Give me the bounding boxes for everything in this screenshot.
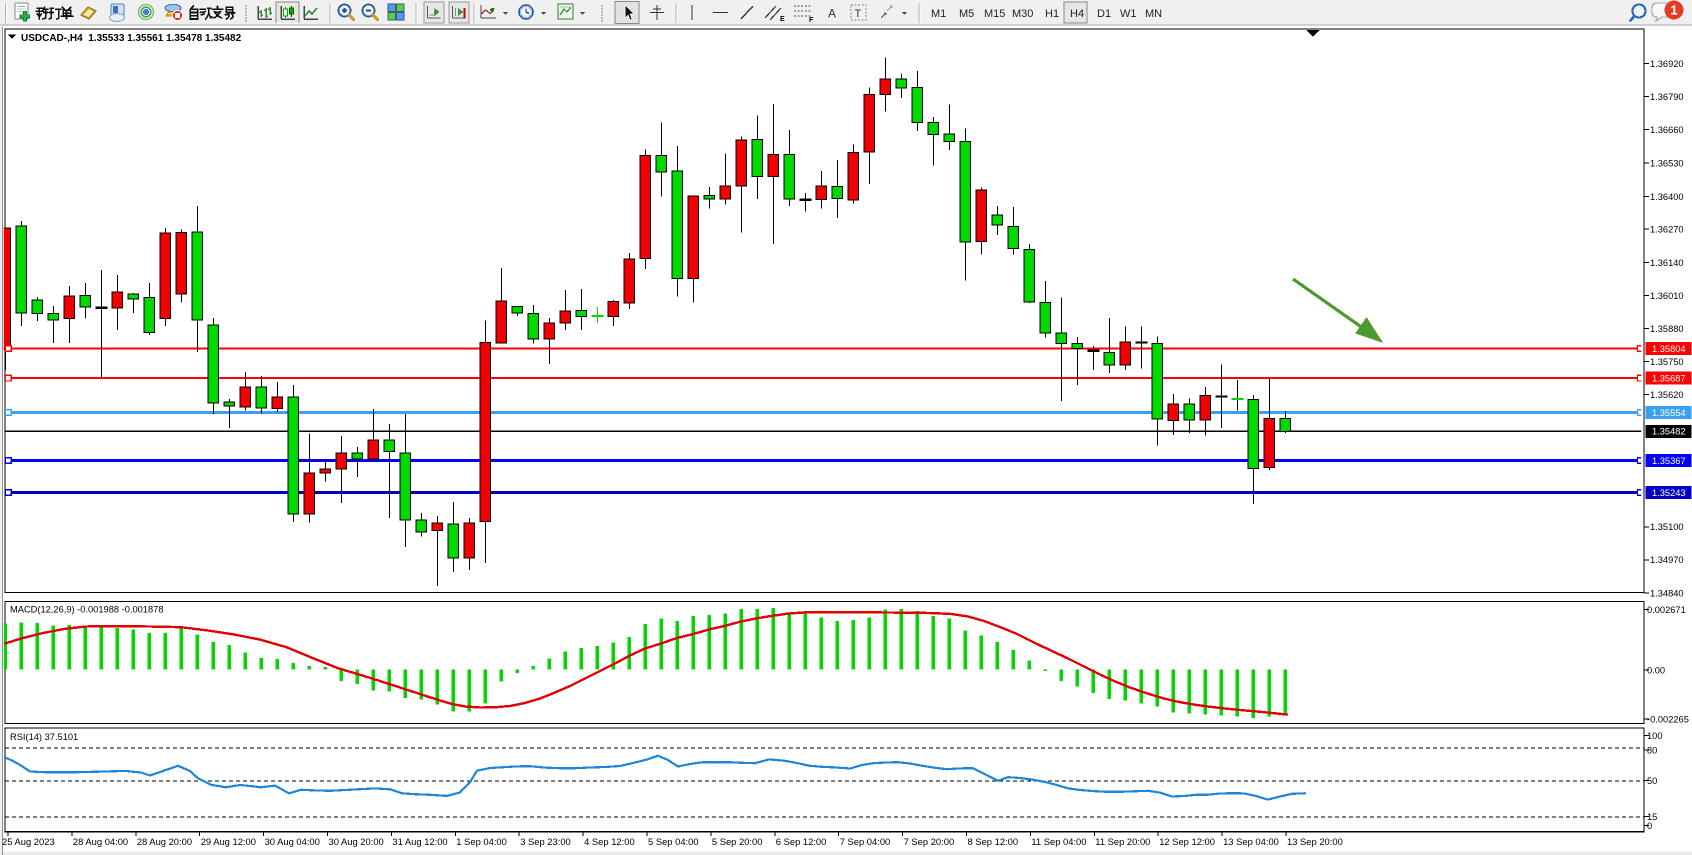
svg-text:M5: M5 (959, 8, 974, 20)
svg-text:1.35804: 1.35804 (1652, 344, 1686, 354)
svg-text:1.36530: 1.36530 (1650, 158, 1684, 168)
svg-text:1.35554: 1.35554 (1652, 408, 1686, 418)
svg-text:1.36660: 1.36660 (1650, 125, 1684, 135)
svg-text:50: 50 (1647, 776, 1657, 786)
svg-text:1.36140: 1.36140 (1650, 258, 1684, 268)
svg-text:1.36920: 1.36920 (1650, 59, 1684, 69)
svg-text:28 Aug 20:00: 28 Aug 20:00 (137, 836, 192, 847)
svg-text:8 Sep 12:00: 8 Sep 12:00 (968, 836, 1019, 847)
svg-text:1.35750: 1.35750 (1650, 357, 1684, 367)
svg-text:13 Sep 20:00: 13 Sep 20:00 (1287, 836, 1343, 847)
svg-text:1.35687: 1.35687 (1652, 374, 1686, 384)
svg-text:E: E (780, 16, 785, 23)
svg-text:30 Aug 04:00: 30 Aug 04:00 (265, 836, 320, 847)
svg-text:25 Aug 2023: 25 Aug 2023 (2, 836, 55, 847)
svg-text:6 Sep 12:00: 6 Sep 12:00 (776, 836, 827, 847)
svg-text:M15: M15 (984, 8, 1005, 20)
svg-text:3 Sep 23:00: 3 Sep 23:00 (520, 836, 571, 847)
svg-text:1.35880: 1.35880 (1650, 324, 1684, 334)
svg-text:T: T (855, 8, 862, 20)
svg-text:100: 100 (1647, 731, 1663, 741)
svg-text:W1: W1 (1120, 8, 1137, 20)
svg-text:MN: MN (1145, 8, 1162, 20)
svg-text:0: 0 (1647, 821, 1652, 831)
svg-text:1.36400: 1.36400 (1650, 192, 1684, 202)
svg-text:H1: H1 (1045, 8, 1059, 20)
svg-text:12 Sep 12:00: 12 Sep 12:00 (1159, 836, 1215, 847)
svg-text:0.00: 0.00 (1647, 665, 1665, 675)
svg-text:13 Sep 04:00: 13 Sep 04:00 (1223, 836, 1279, 847)
svg-text:4 Sep 12:00: 4 Sep 12:00 (584, 836, 635, 847)
svg-text:A: A (828, 7, 836, 21)
svg-text:MACD(12,26,9) -0.001988 -0.001: MACD(12,26,9) -0.001988 -0.001878 (10, 605, 164, 615)
svg-text:30 Aug 20:00: 30 Aug 20:00 (329, 836, 384, 847)
svg-text:1.35482: 1.35482 (1652, 427, 1686, 437)
svg-text:29 Aug 12:00: 29 Aug 12:00 (201, 836, 256, 847)
svg-text:80: 80 (1647, 745, 1657, 755)
svg-text:1.34970: 1.34970 (1650, 555, 1684, 565)
svg-text:5 Sep 04:00: 5 Sep 04:00 (648, 836, 699, 847)
svg-text:1.35620: 1.35620 (1650, 390, 1684, 400)
svg-text:1: 1 (1670, 3, 1677, 18)
svg-text:0.002671: 0.002671 (1647, 605, 1686, 615)
svg-text:H4: H4 (1070, 8, 1084, 20)
svg-text:1.35243: 1.35243 (1652, 488, 1686, 498)
svg-text:M30: M30 (1012, 8, 1033, 20)
svg-text:-0.002265: -0.002265 (1647, 714, 1689, 724)
svg-text:15: 15 (1647, 812, 1657, 822)
svg-text:F: F (809, 17, 814, 24)
svg-text:D1: D1 (1097, 8, 1111, 20)
svg-text:31 Aug 12:00: 31 Aug 12:00 (392, 836, 447, 847)
svg-text:1 Sep 04:00: 1 Sep 04:00 (456, 836, 507, 847)
svg-text:1.34840: 1.34840 (1650, 588, 1684, 598)
svg-text:28 Aug 04:00: 28 Aug 04:00 (73, 836, 128, 847)
svg-text:11 Sep 04:00: 11 Sep 04:00 (1031, 836, 1086, 847)
svg-text:1.35100: 1.35100 (1650, 522, 1684, 532)
svg-text:1.36790: 1.36790 (1650, 92, 1684, 102)
svg-text:USDCAD-,H4 1.35533 1.35561 1.: USDCAD-,H4 1.35533 1.35561 1.35478 1.354… (21, 33, 242, 44)
svg-text:11 Sep 20:00: 11 Sep 20:00 (1095, 836, 1150, 847)
svg-text:7 Sep 20:00: 7 Sep 20:00 (904, 836, 955, 847)
svg-text:7 Sep 04:00: 7 Sep 04:00 (840, 836, 891, 847)
svg-text:1.36270: 1.36270 (1650, 224, 1684, 234)
svg-text:5 Sep 20:00: 5 Sep 20:00 (712, 836, 763, 847)
svg-text:M1: M1 (931, 8, 946, 20)
svg-text:RSI(14) 37.5101: RSI(14) 37.5101 (10, 732, 78, 742)
svg-text:1.35367: 1.35367 (1652, 456, 1686, 466)
svg-text:1.36010: 1.36010 (1650, 291, 1684, 301)
